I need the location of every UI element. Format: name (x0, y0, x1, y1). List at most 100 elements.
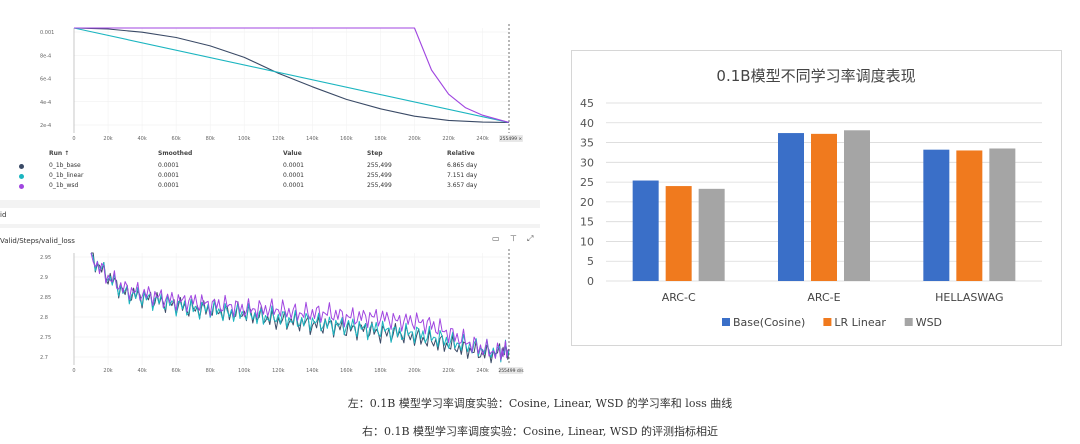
x-tick-label: ARC-E (807, 291, 840, 304)
x-tick-label: HELLASWAG (935, 291, 1003, 304)
y-tick-label: 45 (580, 97, 594, 110)
y-tick-label: 20 (580, 196, 594, 209)
cursor-badge (499, 367, 523, 374)
relative: 6.865 day (447, 162, 478, 169)
x-tick-label: 160k (340, 136, 353, 142)
loss-chart-title: Valid/Steps/valid_loss (0, 237, 75, 245)
y-tick-label: 8e-4 (40, 53, 51, 59)
header-run[interactable]: Run ↑ (49, 150, 70, 157)
run-color-dot (19, 184, 24, 189)
y-tick-label: 5 (587, 255, 594, 268)
table-row[interactable]: 0_1b_linear 0.0001 0.0001 255,499 7.151 … (0, 172, 540, 182)
y-tick-label: 4e-4 (40, 100, 51, 106)
lr-chart: 0.001 8e-4 6e-4 4e-4 2e-4 0 20k 40k 60k 80k 100k 12… (40, 24, 523, 142)
x-tick-label: 120k (272, 368, 285, 374)
cursor-label: 255499 d/s (498, 368, 524, 374)
pin-icon[interactable]: ⊤ (510, 234, 517, 243)
x-tick-label: 80k (206, 136, 215, 142)
run-name: 0_1b_wsd (49, 182, 79, 189)
y-tick-label: 25 (580, 176, 594, 189)
x-tick-label: 80k (206, 368, 215, 374)
x-tick-label: 200k (408, 368, 421, 374)
x-tick-label: 200k (408, 136, 421, 142)
header-smoothed: Smoothed (158, 150, 193, 157)
run-name: 0_1b_base (49, 162, 81, 169)
y-tick-label: 10 (580, 235, 594, 248)
x-tick-label: 60k (172, 368, 181, 374)
x-tick-label: 0 (72, 136, 75, 142)
smoothed-value: 0.0001 (158, 182, 179, 189)
cursor-badge (499, 135, 523, 142)
x-tick-label: 140k (306, 368, 319, 374)
x-tick-label: 0 (72, 368, 75, 374)
relative: 7.151 day (447, 172, 478, 179)
table-row[interactable]: 0_1b_wsd 0.0001 0.0001 255,499 3.657 day (0, 182, 540, 192)
plot-area (74, 28, 509, 133)
x-tick-label: 240k (476, 368, 489, 374)
legend-label: LR Linear (834, 316, 886, 329)
y-tick-label: 0.001 (40, 30, 54, 36)
y-tick-label: 2.7 (40, 355, 48, 361)
run-color-dot (19, 164, 24, 169)
legend-label: WSD (916, 316, 942, 329)
series-line-0_1b_base (73, 27, 510, 124)
y-tick-label: 0 (587, 275, 594, 288)
legend-swatch (904, 318, 913, 326)
section-label: id (0, 211, 7, 219)
relative: 3.657 day (447, 182, 478, 189)
x-tick-label: 60k (172, 136, 181, 142)
header-relative: Relative (447, 150, 475, 157)
x-tick-label: 180k (374, 136, 387, 142)
y-tick-label: 2.85 (40, 295, 51, 301)
y-tick-label: 2.9 (40, 275, 48, 281)
loss-chart: 2.95 2.9 2.85 2.8 2.75 2.7 0 20k 40k 60k 80k 100k 12… (40, 249, 524, 374)
y-tick-label: 2.95 (40, 255, 51, 261)
y-tick-label: 6e-4 (40, 77, 51, 83)
x-tick-label: 160k (340, 368, 353, 374)
fit-screen-icon[interactable]: ▭ (492, 234, 500, 243)
bar-lrlinear (811, 133, 837, 281)
bar-basecosine (923, 149, 950, 281)
bar-chart: 0.1B模型不同学习率调度表现 0 5 10 15 20 25 30 35 40 45 ARC-C AR… (580, 67, 1042, 329)
bar-wsd (844, 130, 870, 281)
x-tick-label: 20k (103, 136, 112, 142)
step: 255,499 (367, 182, 392, 189)
smoothed-value: 0.0001 (158, 172, 179, 179)
y-tick-label: 30 (580, 156, 594, 169)
run-color-dot (19, 174, 24, 179)
series-line-0_1b_wsd (90, 252, 510, 361)
x-tick-label: 120k (272, 136, 285, 142)
legend-label: Base(Cosine) (733, 316, 805, 329)
x-tick-label: 180k (374, 368, 387, 374)
x-tick-label: 20k (103, 368, 112, 374)
x-tick-label: 100k (238, 136, 251, 142)
plot-area (74, 253, 509, 365)
bar-basecosine (778, 133, 804, 281)
expand-icon[interactable]: ⤢ (527, 234, 534, 243)
table-header: Run ↑ Smoothed Value Step Relative (0, 150, 540, 160)
step: 255,499 (367, 162, 392, 169)
x-tick-label: 140k (306, 136, 319, 142)
value: 0.0001 (283, 172, 304, 179)
chart-title: 0.1B模型不同学习率调度表现 (716, 67, 915, 85)
y-tick-label: 2.75 (40, 335, 51, 341)
header-step: Step (367, 150, 383, 157)
section-divider (0, 200, 540, 208)
y-tick-label: 2e-4 (40, 123, 51, 129)
x-tick-label: 220k (442, 136, 455, 142)
series-line-0_1b_linear (73, 27, 510, 124)
x-tick-label: ARC-C (662, 291, 696, 304)
x-tick-label: 40k (137, 368, 146, 374)
y-tick-label: 35 (580, 137, 594, 150)
bar-wsd (698, 188, 725, 281)
table-row[interactable]: 0_1b_base 0.0001 0.0001 255,499 6.865 da… (0, 162, 540, 172)
tensorboard-panel: 0.001 8e-4 6e-4 4e-4 2e-4 0 20k 40k 60k 80k 100k 12… (0, 0, 540, 375)
value: 0.0001 (283, 182, 304, 189)
y-tick-label: 40 (580, 117, 594, 130)
value: 0.0001 (283, 162, 304, 169)
cursor-label: 255499 × (500, 136, 523, 142)
step: 255,499 (367, 172, 392, 179)
legend-swatch (722, 318, 730, 326)
series-line-0_1b_wsd (74, 27, 510, 124)
bar-lrlinear (665, 186, 692, 281)
